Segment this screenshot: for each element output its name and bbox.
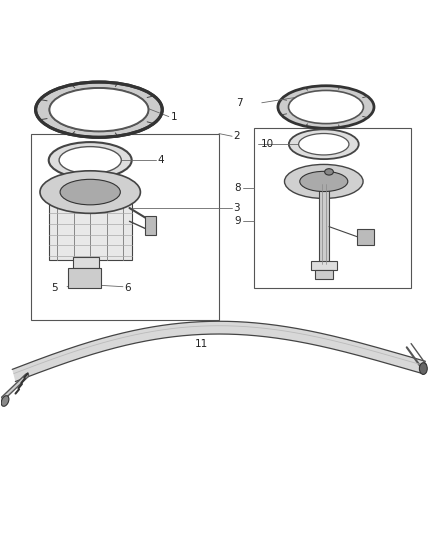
- Polygon shape: [49, 193, 132, 260]
- Ellipse shape: [35, 82, 162, 138]
- Text: 1: 1: [171, 111, 177, 122]
- FancyBboxPatch shape: [68, 268, 101, 288]
- FancyBboxPatch shape: [73, 257, 99, 268]
- Text: 2: 2: [233, 131, 240, 141]
- Ellipse shape: [49, 88, 148, 131]
- FancyBboxPatch shape: [31, 134, 219, 320]
- FancyBboxPatch shape: [357, 229, 374, 245]
- Ellipse shape: [299, 133, 349, 155]
- Polygon shape: [12, 321, 425, 382]
- Text: 3: 3: [233, 203, 240, 213]
- Ellipse shape: [420, 363, 427, 374]
- Ellipse shape: [1, 395, 9, 406]
- FancyBboxPatch shape: [145, 216, 155, 235]
- Text: 10: 10: [261, 139, 274, 149]
- Text: 4: 4: [157, 155, 164, 165]
- Text: 5: 5: [51, 283, 57, 293]
- Text: 6: 6: [124, 283, 131, 293]
- Ellipse shape: [325, 168, 333, 175]
- FancyBboxPatch shape: [311, 261, 337, 270]
- Ellipse shape: [300, 171, 348, 191]
- Ellipse shape: [60, 179, 120, 205]
- FancyBboxPatch shape: [254, 128, 411, 288]
- Text: 9: 9: [234, 216, 241, 227]
- Text: 8: 8: [234, 183, 241, 193]
- Ellipse shape: [289, 130, 359, 159]
- Text: 7: 7: [237, 98, 243, 108]
- Ellipse shape: [289, 91, 364, 124]
- Ellipse shape: [49, 142, 132, 178]
- Ellipse shape: [285, 165, 363, 198]
- Text: 11: 11: [195, 338, 208, 349]
- FancyBboxPatch shape: [315, 270, 332, 279]
- Ellipse shape: [59, 147, 121, 174]
- FancyBboxPatch shape: [318, 181, 329, 264]
- Ellipse shape: [278, 86, 374, 128]
- Ellipse shape: [40, 171, 141, 213]
